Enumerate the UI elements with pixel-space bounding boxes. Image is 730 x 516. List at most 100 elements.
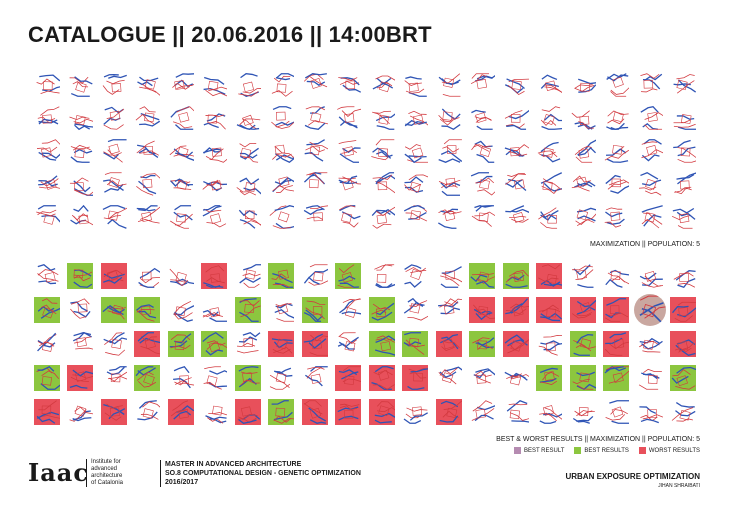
diagram-line <box>141 336 158 342</box>
urban-diagram-icon <box>506 399 529 423</box>
urban-diagram-icon <box>538 206 559 229</box>
diagram-outline <box>73 269 84 279</box>
catalogue-thumbnail <box>164 200 198 233</box>
catalogue-thumbnail <box>466 361 500 395</box>
catalogue-thumbnail <box>97 134 131 167</box>
catalogue-thumbnail <box>566 101 600 134</box>
diagram-line <box>103 214 121 219</box>
diagram-line <box>575 410 595 417</box>
diagram-outline <box>109 110 121 121</box>
urban-diagram-icon <box>404 174 429 193</box>
diagram-line <box>642 350 661 353</box>
diagram-line <box>439 116 460 126</box>
diagram-line <box>342 175 362 184</box>
urban-diagram-icon <box>504 371 529 386</box>
diagram-line <box>472 273 495 276</box>
diagram-outline <box>274 144 286 154</box>
diagram-line <box>275 121 295 129</box>
diagram-line <box>540 380 558 386</box>
catalogue-thumbnail <box>667 327 701 361</box>
diagram-line <box>303 73 324 82</box>
diagram-line <box>471 73 487 84</box>
diagram-outline <box>177 111 190 123</box>
diagram-line <box>103 123 124 130</box>
catalogue-thumbnail <box>633 68 667 101</box>
diagram-line <box>138 281 155 288</box>
diagram-outline <box>376 273 387 283</box>
diagram-line <box>611 149 630 159</box>
diagram-outline <box>575 269 587 280</box>
legend-label: WORST RESULTS <box>648 447 700 454</box>
diagram-line <box>139 105 156 112</box>
diagram-line <box>541 125 563 130</box>
diagram-outline <box>409 181 422 192</box>
diagram-outline <box>244 210 255 219</box>
diagram-line <box>644 275 663 287</box>
diagram-outline <box>408 82 419 92</box>
diagram-line <box>605 414 626 421</box>
diagram-outline <box>377 369 390 381</box>
catalogue-thumbnail <box>97 361 131 395</box>
diagram-line <box>477 188 496 196</box>
diagram-line <box>173 312 193 320</box>
diagram-line <box>239 147 259 160</box>
diagram-line <box>641 178 661 186</box>
diagram-line <box>209 416 227 420</box>
diagram-outline <box>676 375 689 387</box>
urban-diagram-icon <box>270 367 293 390</box>
urban-diagram-icon <box>69 114 94 130</box>
urban-diagram-icon <box>404 264 427 288</box>
diagram-outline <box>543 405 555 416</box>
diagram-line <box>641 307 663 324</box>
diagram-line <box>206 112 226 122</box>
urban-diagram-icon <box>304 105 328 130</box>
catalogue-thumbnail <box>64 259 98 293</box>
urban-diagram-icon <box>36 332 57 352</box>
diagram-line <box>142 401 161 408</box>
catalogue-thumbnail <box>600 200 634 233</box>
diagram-line <box>606 218 626 225</box>
diagram-line <box>339 336 358 344</box>
catalogue-thumbnail <box>131 101 165 134</box>
diagram-line <box>69 409 87 422</box>
urban-diagram-icon <box>541 73 563 93</box>
catalogue-thumbnail <box>365 167 399 200</box>
diagram-outline <box>510 113 521 123</box>
diagram-line <box>576 139 596 156</box>
catalogue-thumbnail <box>365 395 399 429</box>
diagram-line <box>610 90 627 97</box>
diagram-line <box>238 311 259 322</box>
diagram-outline <box>345 80 356 89</box>
urban-diagram-icon <box>571 264 594 288</box>
diagram-line <box>574 83 593 89</box>
diagram-line <box>74 336 92 344</box>
diagram-line <box>71 298 90 305</box>
diagram-line <box>571 185 590 191</box>
diagram-line <box>674 187 693 194</box>
diagram-outline <box>478 305 489 316</box>
diagram-line <box>605 174 622 184</box>
diagram-outline <box>579 115 590 125</box>
institute-line: advanced <box>91 466 118 472</box>
diagram-line <box>576 383 596 391</box>
diagram-line <box>577 120 594 129</box>
diagram-line <box>275 302 293 309</box>
diagram-line <box>639 406 656 414</box>
catalogue-thumbnail <box>566 361 600 395</box>
urban-diagram-icon <box>70 204 94 225</box>
diagram-outline <box>212 405 223 416</box>
diagram-line <box>106 218 127 229</box>
diagram-outline <box>375 308 386 318</box>
catalogue-thumbnail <box>533 259 567 293</box>
diagram-outline <box>41 341 53 352</box>
diagram-outline <box>645 144 658 156</box>
urban-diagram-icon <box>673 113 697 130</box>
diagram-outline <box>44 272 56 283</box>
diagram-line <box>242 332 261 338</box>
diagram-outline <box>475 111 487 123</box>
diagram-line <box>444 298 462 305</box>
urban-diagram-icon <box>70 176 94 196</box>
diagram-outline <box>275 407 286 417</box>
diagram-line <box>239 300 260 307</box>
diagram-line <box>41 152 60 159</box>
